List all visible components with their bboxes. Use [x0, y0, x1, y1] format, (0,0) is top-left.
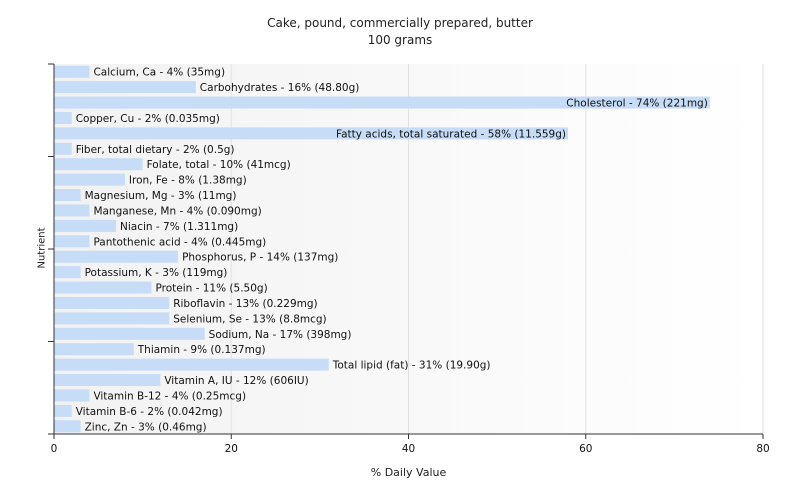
bar	[54, 343, 134, 356]
bar-label: Vitamin B-6 - 2% (0.042mg)	[76, 406, 223, 418]
bar-label: Iron, Fe - 8% (1.38mg)	[129, 175, 247, 187]
bar-label: Manganese, Mn - 4% (0.090mg)	[93, 205, 261, 217]
bar	[54, 81, 196, 94]
bar-label: Copper, Cu - 2% (0.035mg)	[76, 113, 220, 125]
bar	[54, 327, 205, 340]
y-axis-label: Nutrient	[36, 227, 48, 269]
bar	[54, 142, 72, 155]
bar	[54, 250, 179, 263]
bar-label: Selenium, Se - 13% (8.8mcg)	[173, 313, 326, 325]
bar	[54, 96, 710, 109]
bar-label: Fiber, total dietary - 2% (0.5g)	[76, 144, 235, 156]
bar	[54, 235, 90, 248]
bar-label: Potassium, K - 3% (119mg)	[85, 267, 228, 279]
bar-label: Riboflavin - 13% (0.229mg)	[173, 298, 317, 310]
x-axis-label: % Daily Value	[370, 466, 447, 479]
chart-title: Cake, pound, commercially prepared, butt…	[267, 16, 533, 30]
bar-label: Protein - 11% (5.50g)	[155, 283, 267, 295]
chart-subtitle: 100 grams	[367, 33, 433, 47]
bar-label: Total lipid (fat) - 31% (19.90g)	[332, 360, 491, 372]
bar-label: Thiamin - 9% (0.137mg)	[137, 344, 266, 356]
bar-label: Vitamin B-12 - 4% (0.25mcg)	[93, 390, 246, 402]
bar	[54, 281, 152, 294]
bar	[54, 374, 161, 387]
bar	[54, 296, 170, 309]
bar-label: Zinc, Zn - 3% (0.46mg)	[85, 421, 207, 433]
bar-label: Folate, total - 10% (41mcg)	[147, 159, 291, 171]
bar	[54, 65, 90, 78]
bar-label: Vitamin A, IU - 12% (606IU)	[164, 375, 308, 387]
bar	[54, 219, 117, 232]
x-tick-label: 40	[402, 443, 415, 455]
bar	[54, 189, 81, 202]
bar	[54, 204, 90, 217]
bar-label: Fatty acids, total saturated - 58% (11.5…	[336, 128, 566, 140]
bar-label: Phosphorus, P - 14% (137mg)	[182, 252, 338, 264]
bar-label: Carbohydrates - 16% (48.80g)	[200, 82, 360, 94]
bar	[54, 266, 81, 279]
bar-label: Pantothenic acid - 4% (0.445mg)	[93, 236, 266, 248]
bar	[54, 173, 125, 186]
bar-label: Calcium, Ca - 4% (35mg)	[93, 67, 225, 79]
x-tick-label: 0	[51, 443, 58, 455]
bar	[54, 312, 170, 325]
bar-label: Magnesium, Mg - 3% (11mg)	[85, 190, 237, 202]
bar	[54, 389, 90, 402]
bar	[54, 158, 143, 171]
x-tick-label: 60	[579, 443, 592, 455]
bar	[54, 420, 81, 433]
bar-label: Sodium, Na - 17% (398mg)	[209, 329, 352, 341]
bar	[54, 127, 569, 140]
bar-label: Cholesterol - 74% (221mg)	[566, 98, 708, 110]
bar	[54, 404, 72, 417]
bar	[54, 111, 72, 124]
x-tick-label: 80	[756, 443, 769, 455]
bar-label: Niacin - 7% (1.311mg)	[120, 221, 238, 233]
bar	[54, 358, 329, 371]
x-tick-label: 20	[225, 443, 238, 455]
